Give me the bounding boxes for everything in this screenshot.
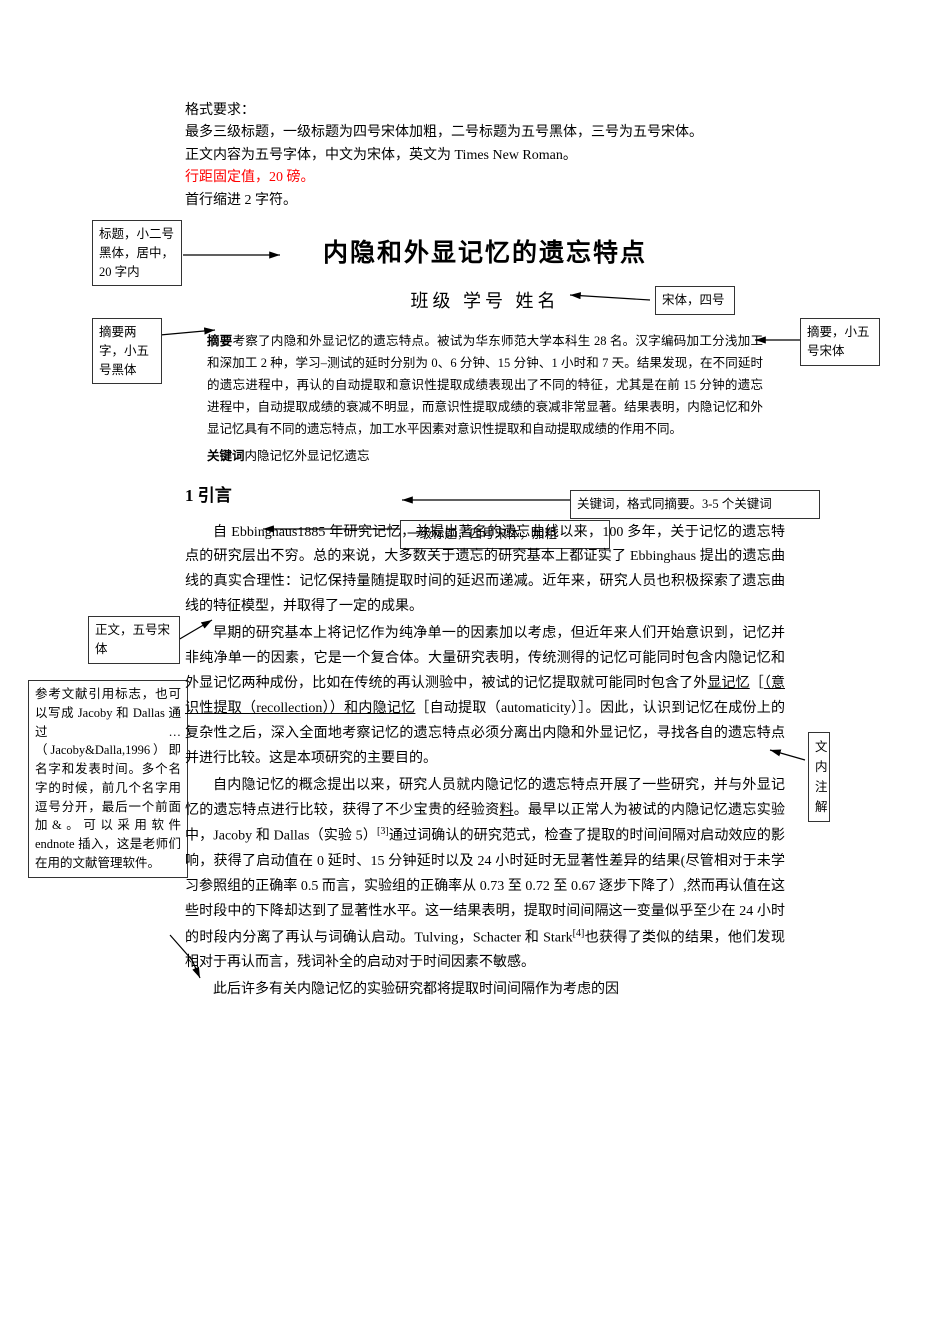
callout-reference: 参考文献引用标志，也可以写成 Jacoby 和 Dallas 通 过 …（Jac… [28, 680, 188, 878]
section-heading: 1 引言 [185, 482, 785, 511]
text: 通过词确认的研究范式，检查了提取的时间间隔对启动效应的影响，获得了启动值在 0 … [185, 829, 785, 945]
text: 早期的研究基本上将记忆作为纯净单一的因素加以考虑，但近年来人们开始意识到，记忆并… [185, 626, 785, 691]
callout-body: 正文，五号宋体 [88, 616, 180, 664]
text-underline: 料 [499, 803, 513, 818]
doc-title: 内隐和外显记忆的遗忘特点 [185, 232, 785, 275]
paragraph: 自 Ebbinghaus1885 年研究记忆，并提出著名的遗忘曲线以来，100 … [185, 521, 785, 621]
text: ［ [750, 676, 764, 691]
callout-abstract-body: 摘要，小五号宋体 [800, 318, 880, 366]
document-page: 格式要求： 最多三级标题，一级标题为四号宋体加粗，二号标题为五号黑体，三号为五号… [185, 100, 785, 1005]
abstract-text: 考察了内隐和外显记忆的遗忘特点。被试为华东师范大学本科生 28 名。汉字编码加工… [207, 334, 763, 436]
text: 此后许多有关内隐记忆的实验研究都将提取时间间隔作为考虑的因 [213, 982, 619, 997]
doc-byline: 班级 学号 姓名 [185, 286, 785, 317]
format-line: 正文内容为五号字体，中文为宋体，英文为 Times New Roman。 [185, 145, 785, 167]
keywords-label: 关键词 [207, 449, 245, 463]
callout-abstract-label: 摘要两字，小五号黑体 [92, 318, 162, 384]
abstract-label: 摘要 [207, 334, 233, 348]
paragraph: 自内隐记忆的概念提出以来，研究人员就内隐记忆的遗忘特点开展了一些研究，并与外显记… [185, 774, 785, 977]
format-requirements: 格式要求： 最多三级标题，一级标题为四号宋体加粗，二号标题为五号黑体，三号为五号… [185, 100, 785, 212]
text-en: Ebbinghaus1885 [231, 525, 325, 540]
format-line: 最多三级标题，一级标题为四号宋体加粗，二号标题为五号黑体，三号为五号宋体。 [185, 122, 785, 144]
paragraph: 早期的研究基本上将记忆作为纯净单一的因素加以考虑，但近年来人们开始意识到，记忆并… [185, 622, 785, 771]
abstract: 摘要考察了内隐和外显记忆的遗忘特点。被试为华东师范大学本科生 28 名。汉字编码… [185, 331, 785, 440]
callout-inline-note: 文内注解 [808, 732, 830, 822]
format-line: 首行缩进 2 字符。 [185, 190, 785, 212]
text: 自 [213, 525, 231, 540]
format-line: 格式要求： [185, 100, 785, 122]
keywords: 关键词内隐记忆外显记忆遗忘 [185, 446, 785, 467]
citation-sup: [4] [573, 928, 585, 939]
citation-sup: [3] [377, 826, 389, 837]
paragraph: 此后许多有关内隐记忆的实验研究都将提取时间间隔作为考虑的因 [185, 978, 785, 1003]
callout-title: 标题，小二号黑体，居中，20 字内 [92, 220, 182, 286]
text-underline: 显记忆 [707, 676, 749, 691]
format-line-red: 行距固定值，20 磅。 [185, 167, 785, 189]
keywords-text: 内隐记忆外显记忆遗忘 [245, 449, 370, 463]
body-text: 自 Ebbinghaus1885 年研究记忆，并提出著名的遗忘曲线以来，100 … [185, 521, 785, 1004]
